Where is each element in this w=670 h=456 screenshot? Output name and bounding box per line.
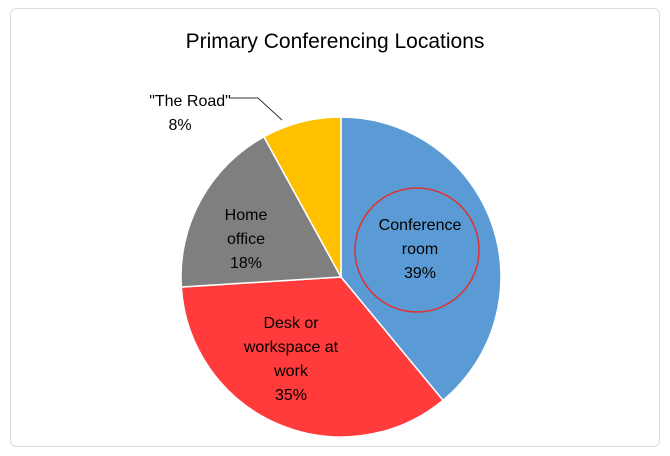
data-label: "The Road" 8%	[130, 90, 250, 138]
label-value: 35%	[274, 387, 308, 404]
pie-slice	[340, 116, 502, 402]
label-category: "The Road"	[149, 93, 231, 110]
pie-slice	[180, 135, 343, 288]
pie	[180, 116, 502, 438]
data-label: Conference room 39%	[370, 214, 470, 286]
data-label: Home office 18%	[218, 204, 274, 276]
label-category: Conference room	[378, 217, 462, 258]
chart-title: Primary Conferencing Locations	[185, 30, 485, 53]
pie-slice	[180, 276, 445, 438]
data-label: Desk or workspace at work 35%	[241, 312, 341, 408]
label-value: 18%	[229, 255, 263, 272]
leader-line	[230, 97, 283, 121]
highlight-circle	[354, 187, 480, 313]
label-value: 39%	[403, 265, 437, 282]
label-category: Desk or workspace at work	[243, 315, 339, 380]
label-category: Home office	[224, 207, 268, 248]
label-value: 8%	[168, 117, 192, 134]
pie-slice	[262, 116, 342, 278]
